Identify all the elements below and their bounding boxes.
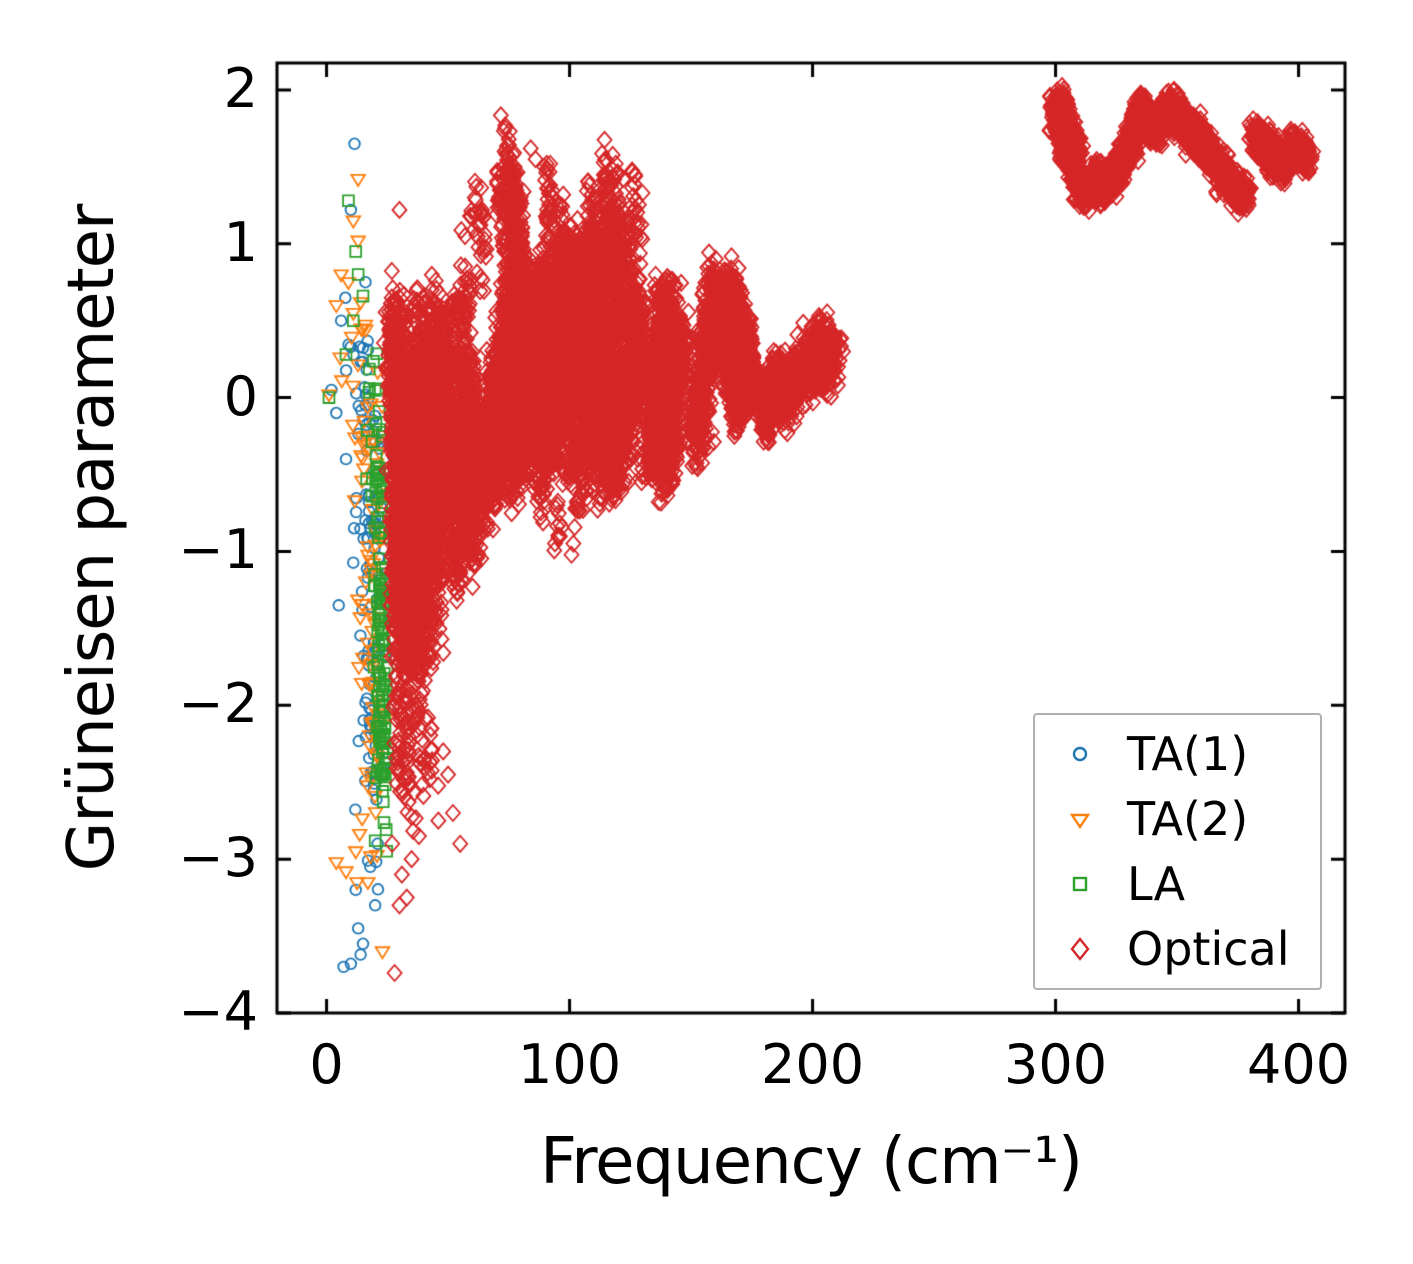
legend-entry-optical: Optical (1035, 926, 1320, 972)
y-tick-label: −3 (178, 826, 258, 890)
square-marker-icon (1063, 867, 1097, 901)
legend-label: LA (1127, 857, 1186, 912)
legend-entry-ta-2-: TA(2) (1035, 796, 1320, 842)
legend-label: Optical (1127, 922, 1290, 977)
legend-label: TA(2) (1127, 791, 1249, 846)
diamond-marker-icon (1063, 932, 1097, 966)
legend-label: TA(1) (1127, 726, 1249, 781)
legend: TA(1) TA(2) LA Optical (1033, 713, 1322, 990)
x-tick-label: 200 (761, 1033, 865, 1096)
y-tick-label: −4 (178, 979, 258, 1043)
y-tick-label: 0 (223, 364, 258, 428)
legend-entry-la: LA (1035, 861, 1320, 907)
y-tick-label: −2 (178, 672, 258, 736)
x-axis-label: Frequency (cm⁻¹) (540, 1125, 1083, 1199)
x-tick-label: 100 (518, 1033, 622, 1096)
triangle_down-marker-icon (1063, 802, 1097, 836)
x-tick-label: 0 (309, 1033, 344, 1096)
y-tick-label: 2 (223, 56, 258, 120)
y-tick-label: 1 (223, 210, 258, 274)
circle-marker-icon (1063, 737, 1097, 771)
y-tick-label: −1 (178, 518, 258, 582)
y-axis-label: Grüneisen parameter (55, 204, 129, 872)
legend-entry-ta-1-: TA(1) (1035, 731, 1320, 777)
x-tick-label: 300 (1004, 1033, 1108, 1096)
x-tick-label: 400 (1247, 1033, 1351, 1096)
